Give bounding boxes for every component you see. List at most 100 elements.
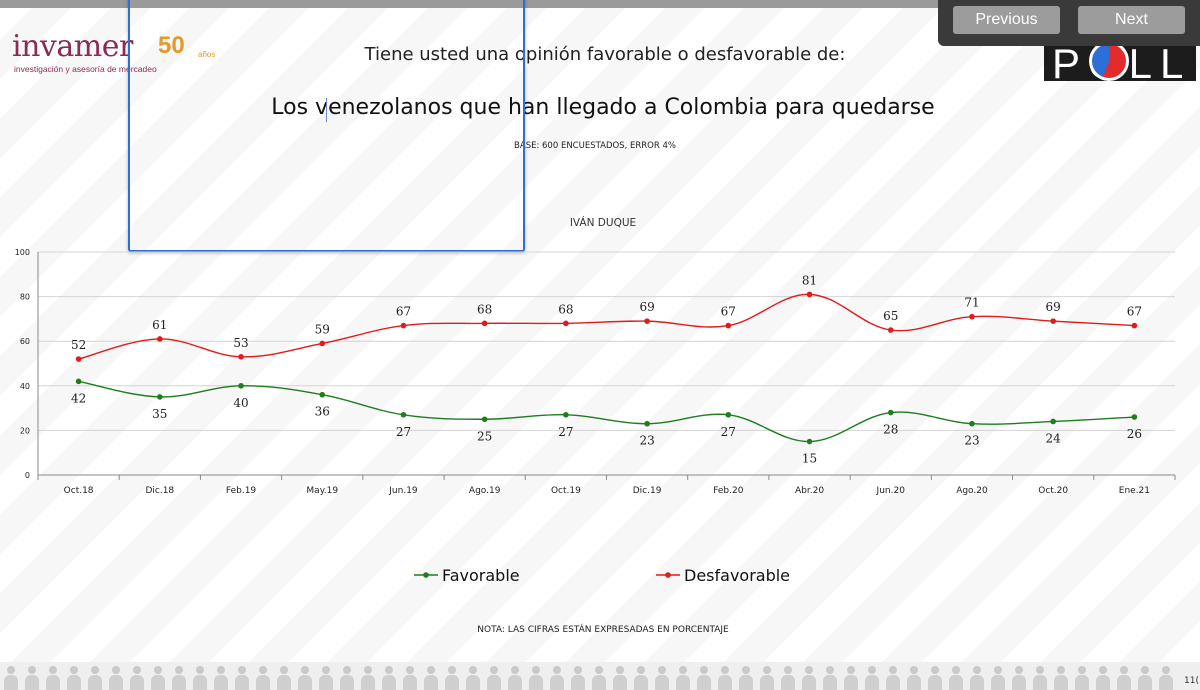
favorable-series-line (78, 380, 1135, 443)
person-silhouette-icon (781, 666, 795, 690)
person-head (259, 666, 267, 674)
person-body (1054, 675, 1068, 690)
person-silhouette-icon (823, 666, 837, 690)
base-note: BASE: 600 ENCUESTADOS, ERROR 4% (514, 141, 676, 151)
desfavorable-data-point (400, 322, 407, 329)
person-body (361, 675, 375, 690)
desfavorable-data-label: 59 (315, 322, 330, 336)
person-head (91, 666, 99, 674)
poll-circle-icon (1089, 46, 1129, 81)
person-silhouette-icon (697, 666, 711, 690)
person-silhouette-icon (193, 666, 207, 690)
person-head (574, 666, 582, 674)
person-body (1096, 675, 1110, 690)
person-body (1033, 675, 1047, 690)
person-silhouette-icon (928, 666, 942, 690)
person-silhouette-icon (865, 666, 879, 690)
person-body (298, 675, 312, 690)
person-silhouette-icon (613, 666, 627, 690)
person-silhouette-icon (445, 666, 459, 690)
person-silhouette-icon (130, 666, 144, 690)
desfavorable-data-point (319, 340, 326, 347)
subject-title: Los venezolanos que han llegado a Colomb… (271, 95, 935, 120)
desfavorable-legend-label: Desfavorable (684, 566, 790, 585)
favorable-legend-label: Favorable (442, 566, 520, 585)
person-head (385, 666, 393, 674)
person-silhouette-icon (508, 666, 522, 690)
favorable-data-point (75, 378, 82, 385)
person-head (469, 666, 477, 674)
person-head (973, 666, 981, 674)
person-body (319, 675, 333, 690)
favorable-data-point (319, 391, 326, 398)
x-tick-label: Feb.20 (713, 486, 744, 496)
person-head (1078, 666, 1086, 674)
person-head (49, 666, 57, 674)
person-head (700, 666, 708, 674)
y-tick-label: 0 (25, 471, 30, 480)
person-head (133, 666, 141, 674)
person-body (214, 675, 228, 690)
favorable-data-point (806, 438, 813, 445)
person-silhouette-icon (214, 666, 228, 690)
person-body (256, 675, 270, 690)
logo-years-suffix: años (198, 50, 216, 59)
selection-rectangle[interactable] (128, 0, 525, 252)
favorable-data-point (1050, 418, 1056, 425)
person-silhouette-icon (886, 666, 900, 690)
favorable-data-label: 26 (1127, 427, 1142, 441)
desfavorable-data-label: 61 (152, 318, 167, 332)
person-head (1099, 666, 1107, 674)
person-silhouette-icon (403, 666, 417, 690)
desfavorable-data-label: 67 (721, 305, 736, 319)
person-head (364, 666, 372, 674)
favorable-data-label: 28 (883, 423, 898, 437)
desfavorable-data-label: 81 (802, 273, 817, 287)
logo-tagline: investigación y asesoría de mercadeo (14, 64, 157, 74)
person-body (130, 675, 144, 690)
person-body (193, 675, 207, 690)
person-body (1159, 675, 1173, 690)
favorable-data-point (725, 411, 732, 418)
desfavorable-data-label: 69 (639, 300, 654, 314)
favorable-data-label: 27 (396, 425, 411, 439)
person-head (616, 666, 624, 674)
desfavorable-data-point (969, 313, 975, 320)
person-body (592, 675, 606, 690)
desfavorable-data-point (806, 291, 813, 298)
person-silhouette-icon (487, 666, 501, 690)
desfavorable-data-point (725, 322, 732, 329)
favorable-data-point (887, 409, 894, 416)
person-head (28, 666, 36, 674)
desfavorable-data-point (238, 354, 244, 360)
x-tick-label: Abr.20 (795, 486, 824, 496)
person-body (508, 675, 522, 690)
person-silhouette-icon (739, 666, 753, 690)
favorable-data-point (400, 411, 407, 418)
person-silhouette-icon (550, 666, 564, 690)
person-head (931, 666, 939, 674)
person-head (784, 666, 792, 674)
desfavorable-data-point (157, 336, 163, 342)
next-button[interactable]: Next (1078, 6, 1185, 34)
previous-button[interactable]: Previous (953, 6, 1060, 34)
person-head (742, 666, 750, 674)
desfavorable-data-point (1131, 322, 1138, 329)
person-head (1162, 666, 1170, 674)
favorable-data-point (644, 420, 650, 427)
person-silhouette-icon (676, 666, 690, 690)
person-silhouette-icon (655, 666, 669, 690)
person-silhouette-icon (298, 666, 312, 690)
person-body (1075, 675, 1089, 690)
desfavorable-data-label: 67 (1127, 305, 1142, 319)
person-body (277, 675, 291, 690)
poll-logo: POLL (1044, 46, 1196, 81)
person-silhouette-icon (1117, 666, 1131, 690)
person-head (637, 666, 645, 674)
desfavorable-data-label: 52 (71, 338, 86, 352)
favorable-data-label: 35 (152, 407, 167, 421)
favorable-data-label: 36 (315, 405, 330, 419)
person-body (907, 675, 921, 690)
person-body (1117, 675, 1131, 690)
